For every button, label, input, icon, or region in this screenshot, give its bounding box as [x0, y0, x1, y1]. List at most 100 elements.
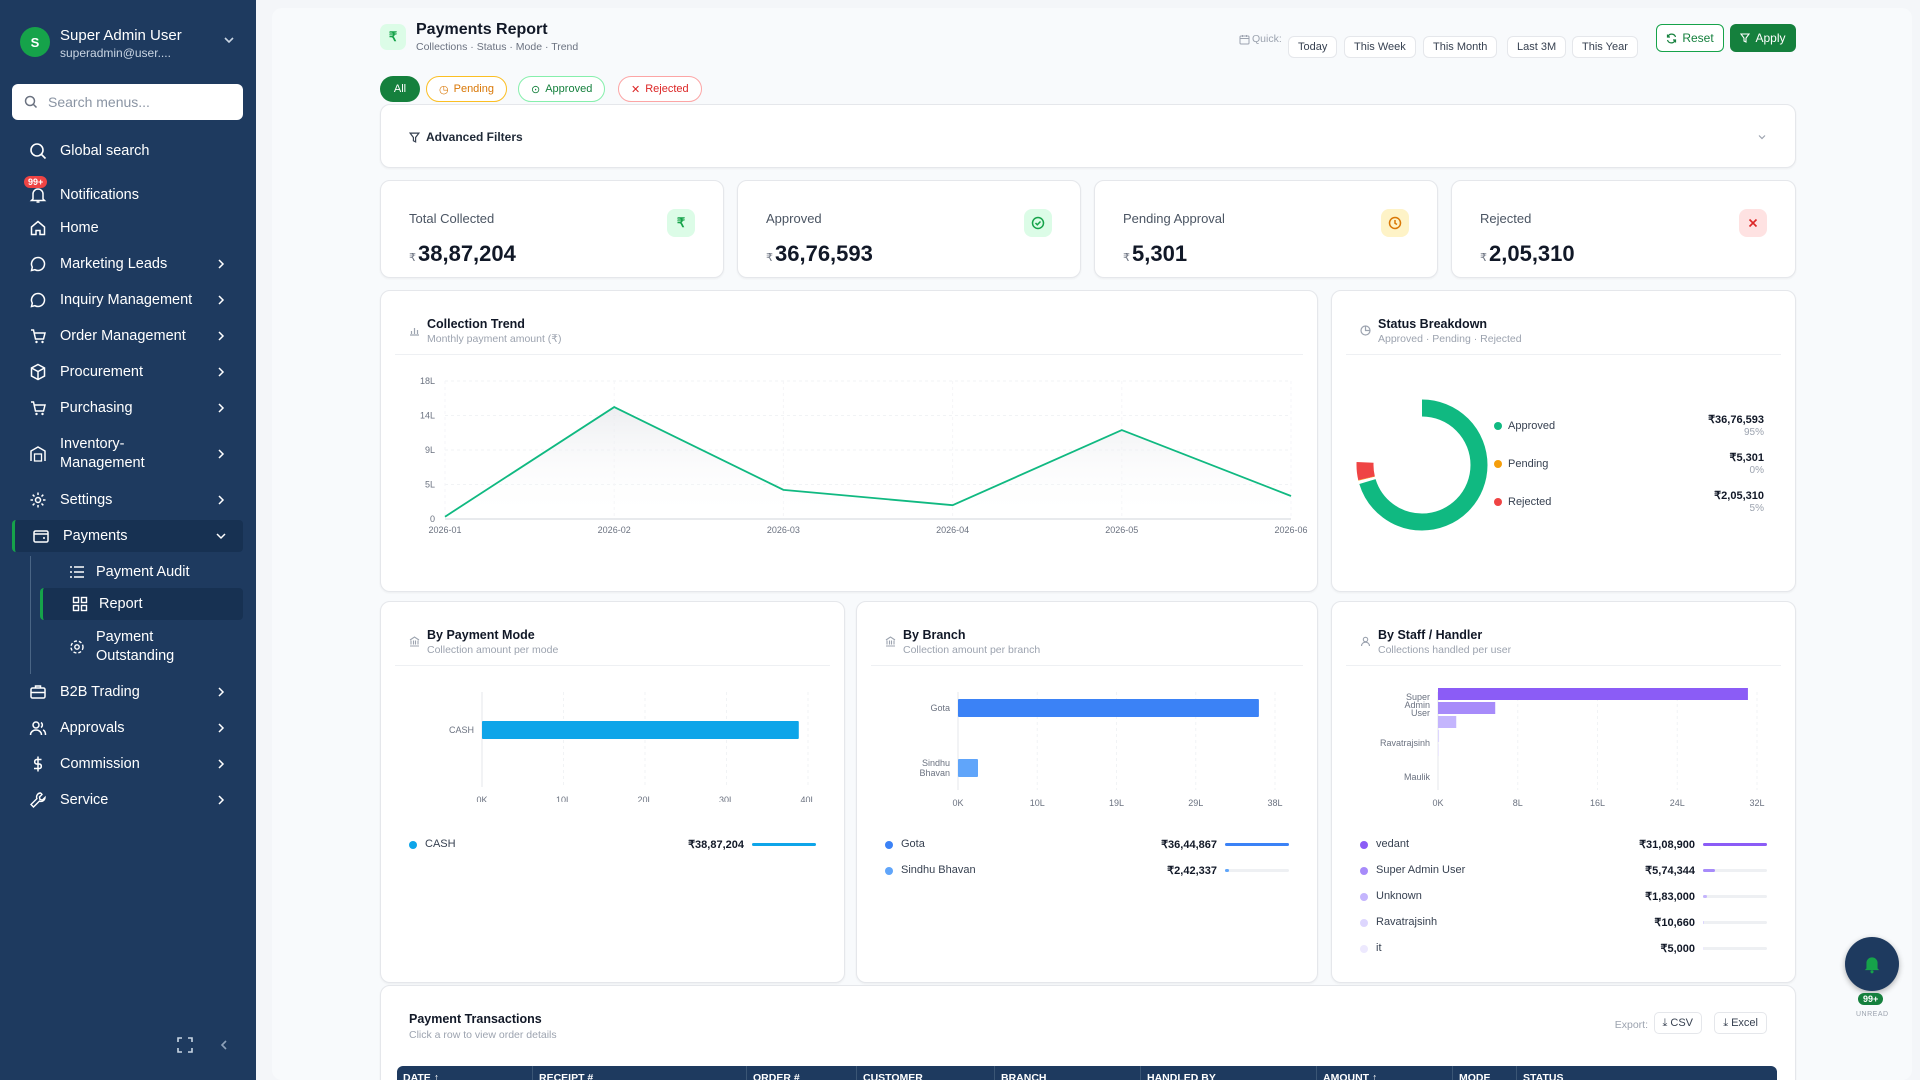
chevron-right-icon	[218, 723, 225, 733]
nav-purchasing[interactable]: Purchasing	[12, 396, 243, 420]
x-tick-label: 38L	[1267, 798, 1282, 808]
export-csv-button[interactable]: ⤓ CSV	[1653, 1012, 1702, 1034]
nav-order-management[interactable]: Order Management	[12, 324, 243, 348]
nav-notifications[interactable]: 99+ Notifications	[12, 176, 243, 206]
user-profile[interactable]: S Super Admin User superadmin@user....	[20, 24, 235, 62]
nav-payment-outstanding[interactable]: Payment Outstanding	[40, 626, 243, 668]
check-circle-icon	[1024, 209, 1052, 237]
legend-dot	[1360, 945, 1368, 953]
column-handled-by: HANDLED BY	[1141, 1066, 1317, 1080]
card-title: Collection Trend	[427, 317, 525, 331]
export-excel-button[interactable]: ⤓ Excel	[1714, 1012, 1767, 1034]
nav-service[interactable]: Service	[12, 788, 243, 812]
nav-b2b-trading[interactable]: B2B Trading	[12, 680, 243, 704]
nav-label: Order Management	[60, 328, 186, 344]
nav-label: Home	[60, 220, 99, 236]
bell-icon	[1864, 957, 1880, 974]
legend-dot	[1360, 893, 1368, 901]
column-amount[interactable]: AMOUNT ↑	[1317, 1066, 1453, 1080]
nav-inventory-management[interactable]: Inventory- Management	[12, 434, 243, 474]
nav-label: Notifications	[60, 187, 139, 203]
apply-button[interactable]: Apply	[1730, 24, 1796, 52]
kpi-label: Approved	[766, 211, 822, 226]
calendar-icon	[1239, 35, 1250, 45]
column-branch: BRANCH	[995, 1066, 1141, 1080]
notification-fab[interactable]	[1845, 937, 1899, 991]
quick-this-year-button[interactable]: This Year	[1572, 36, 1638, 58]
nav-label: Inventory-	[60, 436, 125, 452]
nav-label: Inquiry Management	[60, 292, 193, 308]
divider	[871, 665, 1303, 666]
divider	[395, 665, 830, 666]
nav-inquiry-management[interactable]: Inquiry Management	[12, 288, 243, 312]
nav-commission[interactable]: Commission	[12, 752, 243, 776]
nav-label-line2: Outstanding	[96, 648, 175, 664]
legend-rejected: Rejected ₹2,05,310 5%	[1494, 490, 1764, 515]
quick-this-month-button[interactable]: This Month	[1423, 36, 1498, 58]
nav-payment-audit[interactable]: Payment Audit	[40, 560, 243, 584]
chevron-right-icon	[218, 449, 225, 459]
bar	[1438, 702, 1496, 714]
fullscreen-icon[interactable]	[177, 1037, 193, 1053]
table-header: DATE ↑ RECEIPT # ORDER # CUSTOMER BRANCH…	[397, 1066, 1777, 1080]
x-tick-label: 19L	[1109, 798, 1124, 808]
legend-row: Ravatrajsinh ₹10,660	[1360, 915, 1767, 931]
quick-today-button[interactable]: Today	[1288, 36, 1338, 58]
gear-icon	[68, 638, 86, 656]
bar-chart-icon	[410, 328, 419, 336]
reset-button[interactable]: Reset	[1656, 24, 1724, 52]
chevron-right-icon	[218, 759, 225, 769]
message-circle-icon	[28, 254, 48, 274]
chevron-down-icon[interactable]	[223, 34, 235, 46]
card-title: By Branch	[903, 628, 966, 642]
nav-report[interactable]: Report	[40, 588, 243, 620]
submenu-line	[30, 556, 31, 674]
chevron-right-icon	[218, 367, 225, 377]
collection-trend-chart: 0 5L 9L 14L 18L 2026-01 2026-02 2026-03 2026-04 2…	[420, 376, 1308, 535]
chevron-right-icon	[218, 331, 225, 341]
x-tick-label: 8L	[1513, 798, 1523, 808]
donut-slice	[1356, 399, 1488, 531]
wallet-icon	[31, 526, 51, 546]
nav-procurement[interactable]: Procurement	[12, 360, 243, 384]
tab-rejected[interactable]: ✕ Rejected	[618, 76, 702, 102]
column-date[interactable]: DATE ↑	[397, 1066, 533, 1080]
legend-row: Unknown ₹1,83,000	[1360, 889, 1767, 905]
nav-home[interactable]: Home	[12, 217, 243, 239]
x-tick-label: 40L	[800, 795, 815, 802]
column-mode: MODE	[1453, 1066, 1517, 1080]
nav-label: Purchasing	[60, 400, 133, 416]
nav-settings[interactable]: Settings	[12, 488, 243, 512]
quick-this-week-button[interactable]: This Week	[1344, 36, 1416, 58]
column-order: ORDER #	[747, 1066, 857, 1080]
nav-payments[interactable]: Payments	[12, 520, 243, 552]
y-tick-label: CASH	[449, 725, 474, 735]
nav-label: Approvals	[60, 720, 125, 736]
card-subtitle: Collections handled per user	[1378, 644, 1512, 656]
nav-marketing-leads[interactable]: Marketing Leads	[12, 252, 243, 276]
nav-global-search[interactable]: Global search	[12, 140, 243, 162]
x-tick-label: 2026-02	[598, 525, 631, 535]
menu-search[interactable]	[12, 84, 243, 120]
tab-label: Approved	[545, 83, 593, 95]
collapse-sidebar-icon[interactable]	[218, 1039, 230, 1051]
nav-approvals[interactable]: Approvals	[12, 716, 243, 740]
chevron-down-icon[interactable]	[1757, 132, 1767, 142]
search-input[interactable]	[48, 94, 218, 110]
y-tick-label: Super	[1406, 692, 1430, 702]
building-icon	[885, 636, 896, 647]
by-branch-card: By Branch Collection amount per branch 0…	[856, 601, 1318, 983]
tab-all[interactable]: All	[380, 76, 420, 102]
tab-label: Pending	[453, 83, 494, 95]
advanced-filters-panel[interactable]: Advanced Filters	[380, 104, 1796, 168]
legend-dot	[885, 867, 893, 875]
quick-last-3m-button[interactable]: Last 3M	[1507, 36, 1567, 58]
tab-approved[interactable]: ⊙ Approved	[518, 76, 606, 102]
y-tick-label: 14L	[420, 411, 435, 421]
tab-pending[interactable]: ◷ Pending	[426, 76, 507, 102]
page-subtitle: Collections · Status · Mode · Trend	[416, 41, 579, 53]
legend-bar	[1225, 869, 1230, 872]
legend-pending: Pending ₹5,301 0%	[1494, 452, 1764, 477]
search-icon	[28, 141, 48, 161]
